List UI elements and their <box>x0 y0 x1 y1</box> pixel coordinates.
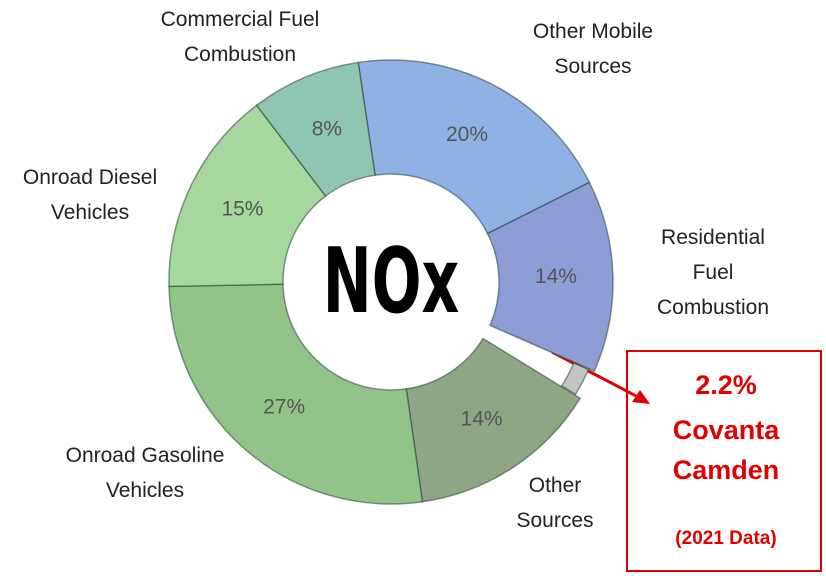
category-label: Covanta Camden <box>672 415 780 485</box>
category-label: Residential Fuel Combustion <box>656 226 770 319</box>
arrow-head <box>632 390 650 404</box>
value-label: 20% <box>446 123 488 146</box>
value-label: 8% <box>312 118 342 141</box>
value-label: 15% <box>221 198 263 221</box>
category-label: Onroad Diesel Vehicles <box>22 166 158 224</box>
chart-title: NOx <box>323 229 459 333</box>
donut-segment <box>486 181 614 373</box>
donut-segment <box>357 59 591 235</box>
annotation: (2021 Data) <box>675 528 777 549</box>
value-label: 14% <box>535 265 577 288</box>
donut-segment <box>168 283 424 505</box>
value-label: 27% <box>263 395 305 418</box>
category-label: Other Mobile Sources <box>532 20 654 78</box>
value-label: 2.2% <box>695 370 757 400</box>
donut-segment <box>255 61 376 198</box>
category-label: Onroad Gasoline Vehicles <box>65 444 225 502</box>
donut-segment <box>168 104 327 288</box>
donut-segment <box>560 362 590 396</box>
category-label: Commercial Fuel Combustion <box>160 8 320 66</box>
category-label: Other Sources <box>516 474 594 532</box>
callout-box <box>626 350 822 572</box>
value-label: 14% <box>461 407 503 430</box>
donut-segment <box>405 337 582 503</box>
